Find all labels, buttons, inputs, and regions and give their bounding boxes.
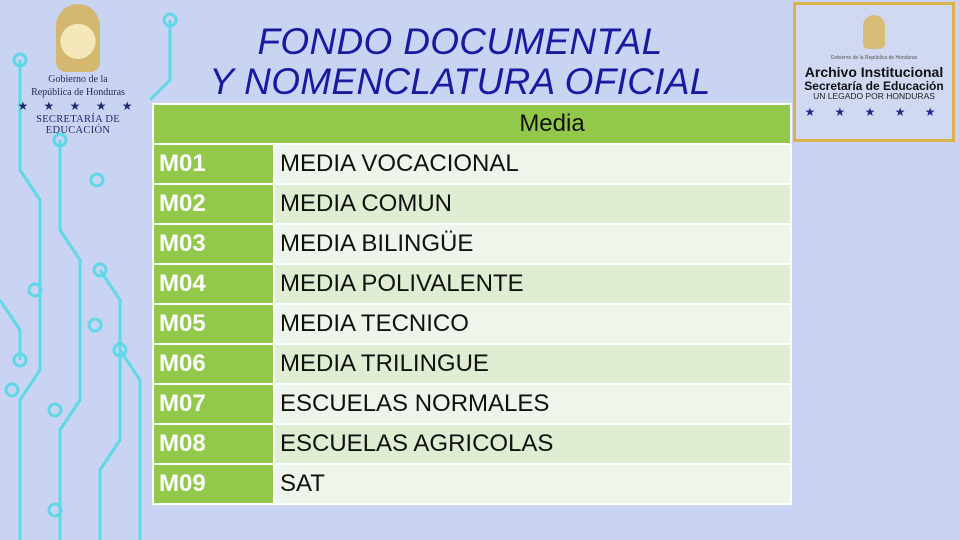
table-row: M05 MEDIA TECNICO xyxy=(152,303,792,345)
row-code: M09 xyxy=(152,463,275,505)
table-row: M01 MEDIA VOCACIONAL xyxy=(152,143,792,185)
table-row: M09 SAT xyxy=(152,463,792,505)
row-name: SAT xyxy=(273,463,792,505)
row-code: M03 xyxy=(152,223,275,265)
table-row: M03 MEDIA BILINGÜE xyxy=(152,223,792,265)
logo-department: SECRETARÍA DE EDUCACIÓN xyxy=(36,114,120,136)
stars-icon: ★ ★ ★ ★ ★ xyxy=(804,105,944,119)
table-row: M06 MEDIA TRILINGUE xyxy=(152,343,792,385)
row-name: MEDIA COMUN xyxy=(273,183,792,225)
logo-text: Archivo Institucional xyxy=(804,64,944,80)
logo-text: Secretaría de Educación xyxy=(804,79,944,93)
row-code: M06 xyxy=(152,343,275,385)
coat-of-arms-icon xyxy=(56,4,100,72)
archive-logo: Gobierno de la República de Honduras Arc… xyxy=(793,2,955,142)
table-row: M08 ESCUELAS AGRICOLAS xyxy=(152,423,792,465)
row-name: MEDIA BILINGÜE xyxy=(273,223,792,265)
logo-text: UN LEGADO POR HONDURAS xyxy=(813,91,935,101)
logo-text: Gobierno de la xyxy=(48,74,108,85)
table-row: M02 MEDIA COMUN xyxy=(152,183,792,225)
logo-text: Gobierno de la República de Honduras xyxy=(830,55,918,61)
row-code: M05 xyxy=(152,303,275,345)
table-row: M07 ESCUELAS NORMALES xyxy=(152,383,792,425)
row-name: MEDIA TRILINGUE xyxy=(273,343,792,385)
page-title: FONDO DOCUMENTAL Y NOMENCLATURA OFICIAL xyxy=(170,22,750,102)
stars-icon: ★ ★ ★ ★ ★ xyxy=(17,99,139,113)
logo-text: República de Honduras xyxy=(31,87,125,98)
title-line-2: Y NOMENCLATURA OFICIAL xyxy=(209,61,711,102)
table-header: Media xyxy=(152,103,792,145)
table-row: M04 MEDIA POLIVALENTE xyxy=(152,263,792,305)
row-name: MEDIA TECNICO xyxy=(273,303,792,345)
row-code: M01 xyxy=(152,143,275,185)
title-line-1: FONDO DOCUMENTAL xyxy=(257,21,663,62)
row-code: M02 xyxy=(152,183,275,225)
row-code: M04 xyxy=(152,263,275,305)
row-name: MEDIA POLIVALENTE xyxy=(273,263,792,305)
row-name: MEDIA VOCACIONAL xyxy=(273,143,792,185)
government-logo: Gobierno de la República de Honduras ★ ★… xyxy=(4,4,152,136)
row-name: ESCUELAS AGRICOLAS xyxy=(273,423,792,465)
row-code: M07 xyxy=(152,383,275,425)
row-code: M08 xyxy=(152,423,275,465)
nomenclature-table: Media M01 MEDIA VOCACIONAL M02 MEDIA COMUN M… xyxy=(152,103,792,505)
coat-of-arms-icon xyxy=(863,15,885,49)
row-name: ESCUELAS NORMALES xyxy=(273,383,792,425)
